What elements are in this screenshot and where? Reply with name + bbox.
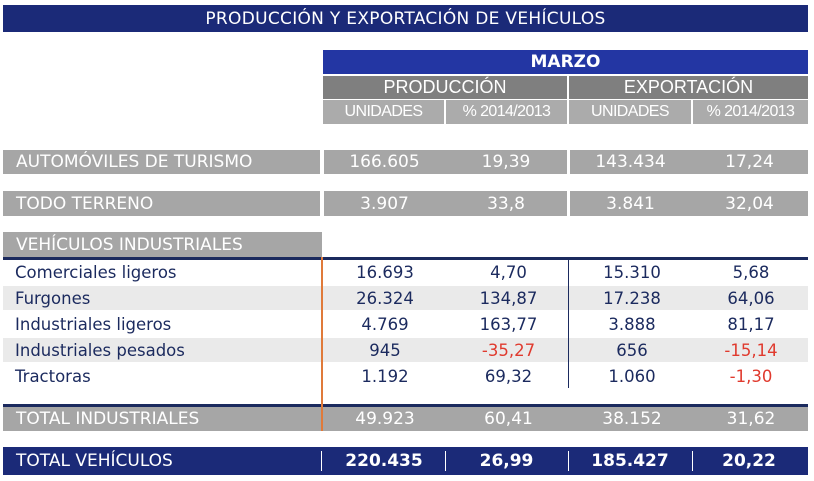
table-row: Industriales ligeros 4.769 163,77 3.888 … [3, 311, 808, 337]
total-industriales-row: TOTAL INDUSTRIALES 49.923 60,41 38.152 3… [3, 407, 808, 431]
exp-pct: 5,68 [732, 263, 770, 282]
exp-units: 143.434 [595, 152, 666, 172]
exp-units: 15.310 [603, 263, 661, 282]
prod-units: 220.435 [345, 451, 423, 471]
exp-pct: 64,06 [727, 288, 775, 308]
turismo-production: 166.605 19,39 [324, 150, 567, 174]
prod-units: 166.605 [349, 152, 420, 172]
turismo-label-cell: AUTOMÓVILES DE TURISMO [3, 150, 320, 174]
exp-pct-header: % 2014/2013 [693, 100, 808, 124]
production-header: PRODUCCIÓN [323, 76, 567, 99]
todo-terreno-label-cell: TODO TERRENO [3, 191, 320, 216]
prod-pct: 163,77 [479, 314, 538, 334]
row-label: Industriales ligeros [15, 314, 172, 334]
column-divider [692, 451, 693, 471]
export-header: EXPORTACIÓN [569, 76, 808, 99]
exp-pct: 17,24 [725, 152, 774, 172]
table-row: Furgones 26.324 134,87 17.238 64,06 [3, 286, 808, 310]
exp-units: 3.888 [608, 314, 656, 334]
prod-pct: 134,87 [479, 288, 538, 308]
prod-pct: 4,70 [490, 263, 527, 282]
column-divider [445, 451, 446, 471]
exp-pct: 20,22 [722, 451, 776, 471]
section-label: VEHÍCULOS INDUSTRIALES [16, 234, 243, 255]
industriales-section-header: VEHÍCULOS INDUSTRIALES [3, 232, 322, 257]
exp-units: 3.841 [606, 193, 655, 214]
prod-pct-negative: -35,27 [481, 340, 536, 360]
prod-pct: 69,32 [484, 366, 533, 386]
prod-units: 49.923 [355, 409, 415, 429]
row-label: TOTAL VEHÍCULOS [16, 451, 173, 471]
prod-units: 16.693 [356, 263, 414, 282]
row-label: Furgones [15, 288, 91, 308]
divider-line [3, 404, 808, 407]
table-row: Industriales pesados 945 -35,27 656 -15,… [3, 338, 808, 362]
prod-units-header: UNIDADES [323, 100, 444, 124]
exp-units: 1.060 [608, 366, 656, 386]
todo-terreno-production: 3.907 33,8 [324, 191, 567, 216]
prod-units: 4.769 [361, 314, 409, 334]
row-label: Comerciales ligeros [15, 263, 177, 282]
column-divider [568, 451, 569, 471]
prod-pct: 19,39 [481, 152, 531, 172]
accent-line [321, 257, 323, 431]
prod-units: 1.192 [361, 366, 409, 386]
exp-pct: 32,04 [725, 193, 774, 214]
prod-pct: 33,8 [487, 193, 525, 214]
turismo-export: 143.434 17,24 [570, 150, 808, 174]
prod-units: 3.907 [360, 193, 409, 214]
column-divider [321, 451, 322, 471]
exp-pct: 81,17 [727, 314, 775, 334]
exp-units: 38.152 [602, 409, 662, 429]
exp-pct-negative: -1,30 [729, 366, 773, 386]
row-label: Tractoras [15, 366, 91, 386]
todo-terreno-export: 3.841 32,04 [570, 191, 808, 216]
exp-pct: 31,62 [726, 409, 776, 429]
prod-units: 945 [369, 340, 401, 360]
exp-units-header: UNIDADES [569, 100, 691, 124]
prod-units: 26.324 [356, 288, 414, 308]
table-row: Tractoras 1.192 69,32 1.060 -1,30 [3, 363, 808, 389]
total-vehiculos-row: TOTAL VEHÍCULOS 220.435 26,99 185.427 20… [3, 447, 808, 475]
row-label: TODO TERRENO [16, 193, 154, 214]
exp-units: 17.238 [603, 288, 661, 308]
table-row: Comerciales ligeros 16.693 4,70 15.310 5… [3, 260, 808, 285]
period-header: MARZO [323, 50, 808, 74]
prod-pct: 60,41 [484, 409, 533, 429]
row-label: Industriales pesados [15, 340, 185, 360]
exp-units: 185.427 [591, 451, 669, 471]
prod-pct-header: % 2014/2013 [446, 100, 567, 124]
divider-line [3, 257, 808, 260]
exp-units: 656 [616, 340, 648, 360]
column-divider [568, 260, 569, 388]
row-label: TOTAL INDUSTRIALES [16, 409, 200, 429]
row-label: AUTOMÓVILES DE TURISMO [16, 152, 253, 172]
page-title: PRODUCCIÓN Y EXPORTACIÓN DE VEHÍCULOS [3, 5, 808, 32]
prod-pct: 26,99 [479, 451, 534, 471]
exp-pct-negative: -15,14 [724, 340, 778, 360]
